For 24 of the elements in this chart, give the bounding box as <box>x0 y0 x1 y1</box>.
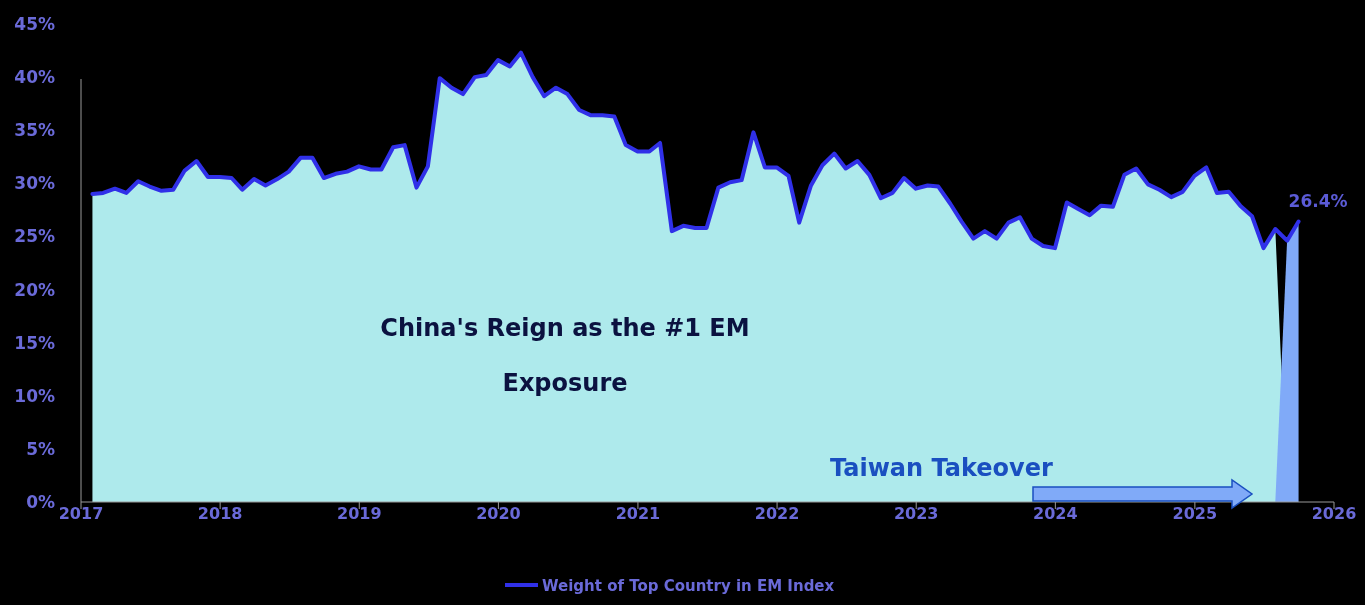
x-tick-label: 2025 <box>1172 504 1218 523</box>
x-tick-label: 2019 <box>337 504 382 523</box>
x-tick-label: 2023 <box>893 504 939 523</box>
annotation: China's Reign as the #1 EM Exposure <box>380 314 750 397</box>
y-tick-label: 25% <box>14 226 55 247</box>
x-tick-label: 2024 <box>1033 504 1078 523</box>
y-tick-label: 10% <box>14 385 55 406</box>
x-tick-label: 2026 <box>1311 504 1357 523</box>
annotation: 26.4% <box>1288 190 1348 211</box>
legend-label: Weight of Top Country in EM Index <box>542 577 835 595</box>
annotation: Taiwan Takeover <box>830 454 1053 482</box>
y-tick-label: 45% <box>14 14 55 34</box>
x-tick-label: 2022 <box>754 504 800 523</box>
y-tick-label: 20% <box>14 279 55 300</box>
y-tick-label: 5% <box>26 438 55 459</box>
y-tick-label: 15% <box>14 332 55 353</box>
y-tick-label: 40% <box>14 67 55 88</box>
x-tick-label: 2021 <box>615 504 661 523</box>
y-tick-label: 0% <box>26 492 55 512</box>
x-tick-label: 2020 <box>476 504 521 523</box>
x-tick-label: 2017 <box>58 504 104 523</box>
x-tick-label: 2018 <box>197 504 243 523</box>
y-tick-label: 30% <box>14 173 55 194</box>
y-tick-label: 35% <box>14 120 55 141</box>
